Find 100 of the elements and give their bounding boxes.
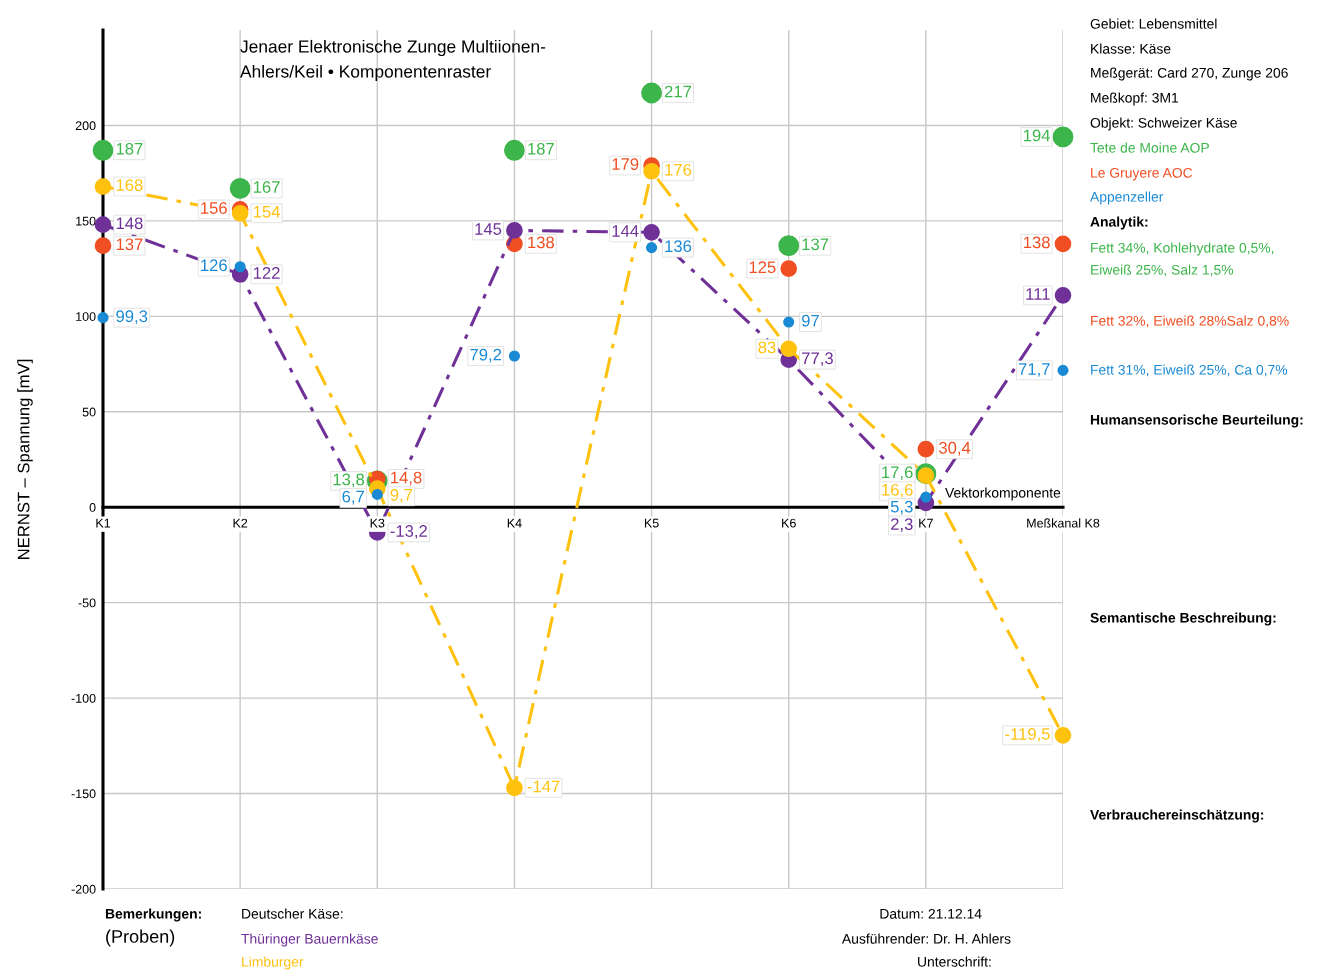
x-tick-label: K6: [782, 518, 796, 528]
y-tick-label: 0: [89, 503, 96, 512]
text: Analytik:: [1090, 216, 1148, 230]
data-label: 126: [201, 259, 227, 272]
text: Thüringer Bauernkäse: [241, 933, 378, 947]
point: [92, 139, 114, 161]
data-label: 138: [1023, 236, 1050, 249]
y-tick-label: 100: [76, 312, 96, 321]
text: Limburger: [242, 956, 304, 970]
point: [1054, 235, 1072, 253]
x-tick-label: K7: [919, 518, 933, 528]
point: [229, 178, 251, 199]
data-label: 144: [612, 225, 639, 237]
point: [1054, 727, 1072, 744]
point: [506, 779, 523, 797]
text: Verbrauchereinschätzung:: [1090, 809, 1264, 823]
y-tick-label: -150: [71, 789, 96, 799]
point: [508, 350, 520, 362]
data-label: 71,7: [1018, 363, 1050, 377]
data-label: 156: [201, 202, 227, 214]
data-label: 13,8: [333, 473, 365, 488]
y-tick-label: 200: [75, 121, 96, 131]
y-tick-label: 150: [76, 216, 96, 226]
point: [1057, 364, 1069, 376]
data-label: 179: [612, 158, 639, 171]
text: Klasse: Käse: [1091, 43, 1171, 54]
data-label: 14,8: [391, 471, 422, 486]
data-label: 148: [116, 217, 143, 230]
data-label: 83: [758, 341, 776, 354]
point: [506, 222, 523, 239]
data-label: 99,3: [116, 310, 148, 325]
point: [97, 312, 109, 324]
data-label: 5,3: [890, 500, 913, 515]
x-tick-label: K3: [370, 518, 385, 528]
text: Appenzeller: [1090, 191, 1164, 205]
point: [920, 491, 932, 503]
point: [94, 237, 112, 255]
point: [917, 440, 935, 458]
point: [1054, 287, 1072, 304]
y-tick-label: -200: [71, 884, 96, 894]
text: Ahlers/Keil • Komponentenraster: [240, 64, 491, 82]
point: [780, 260, 798, 277]
annotation: Vektorkomponente: [945, 487, 1061, 501]
point: [643, 224, 660, 241]
data-label: -119,5: [1005, 728, 1050, 742]
data-label: 111: [1026, 288, 1050, 300]
data-label: 145: [475, 223, 502, 235]
text: Datum: 21.12.14: [880, 908, 982, 919]
point: [643, 162, 660, 180]
data-label: 194: [1023, 129, 1051, 142]
text: (Proben): [106, 929, 175, 947]
data-label: 6,7: [342, 490, 364, 505]
data-label: 16,6: [882, 483, 913, 498]
point: [783, 316, 795, 328]
text: Le Gruyere AOC: [1091, 167, 1193, 181]
data-label: -13,2: [390, 525, 427, 539]
data-label: 217: [664, 85, 692, 98]
text: Ausführender: Dr. H. Ahlers: [841, 933, 1011, 944]
y-tick-label: -100: [71, 693, 96, 703]
data-label: 2,3: [891, 518, 913, 532]
data-label: 137: [116, 238, 143, 251]
data-label: 176: [665, 163, 692, 176]
x-tick-label: K5: [644, 518, 659, 528]
data-label: -147: [527, 780, 560, 793]
y-tick-label: 50: [82, 407, 96, 417]
point: [646, 242, 658, 254]
text: Humansensorische Beurteilung:: [1090, 414, 1303, 428]
data-label: 9,7: [390, 488, 413, 503]
text: Deutscher Käse:: [242, 908, 343, 919]
data-label: 97: [802, 314, 819, 327]
data-label: 154: [253, 206, 280, 218]
point: [504, 139, 525, 161]
y-axis-title: NERNST – Spannung [mV]: [17, 359, 33, 559]
y-tick-label: -50: [78, 598, 96, 608]
text: Meßgerät: Card 270, Zunge 206: [1091, 67, 1288, 81]
data-label: 79,2: [470, 348, 502, 363]
data-label: 77,3: [802, 352, 833, 367]
x-tick-label: K1: [96, 518, 111, 528]
text: Fett 34%, Kohlehydrate 0,5%, Eiweiß 25%, Salz 1,5%: [1091, 242, 1274, 277]
point: [641, 82, 662, 104]
data-label: 168: [116, 179, 143, 191]
series-label: Tete de Moine AOP: [1090, 142, 1209, 153]
x-tick-label: K2: [233, 518, 248, 528]
point: [94, 216, 112, 234]
point: [94, 178, 112, 195]
point: [234, 261, 246, 273]
data-label: 30,4: [938, 441, 971, 456]
point: [371, 488, 383, 500]
data-label: 167: [253, 181, 280, 193]
data-label: 17,6: [882, 466, 913, 481]
text: Bemerkungen:: [105, 908, 201, 922]
data-label: 187: [528, 142, 554, 155]
text: Semantische Beschreibung:: [1090, 612, 1276, 626]
text: Meßkopf: 3M1: [1091, 92, 1179, 106]
data-label: 122: [253, 267, 280, 279]
text: Objekt: Schweizer Käse: [1090, 117, 1237, 131]
point: [231, 204, 249, 222]
data-label: 137: [802, 238, 829, 251]
x-tick-label: Meßkanal K8: [1027, 518, 1100, 528]
text: Gebiet: Lebensmittel: [1090, 18, 1217, 29]
